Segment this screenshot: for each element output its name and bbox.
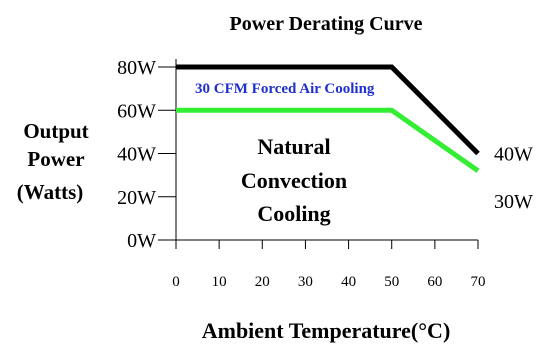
x-tick-label: 30 (298, 274, 313, 290)
y-tick-label: 20W (117, 187, 156, 209)
series-end-label: 40W (494, 144, 533, 166)
series-lines (176, 64, 480, 173)
series-end-label: 30W (494, 191, 533, 213)
axes: 0W 20W 40W 60W 80W 0 10 20 30 40 50 60 70 (117, 57, 485, 290)
chart-title: Power Derating Curve (230, 13, 423, 35)
x-tick-label: 60 (427, 274, 442, 290)
x-axis-label: Ambient Temperature(°C) (202, 318, 451, 343)
y-axis-label-line-2: Power (27, 147, 84, 171)
natural-convection-label-line: Convection (241, 168, 347, 193)
y-tick-label: 60W (117, 100, 156, 122)
series-line-natural-convection (176, 107, 480, 173)
y-tick-label: 80W (117, 57, 156, 79)
x-tick-label: 40 (341, 274, 356, 290)
x-tick-label: 10 (212, 274, 227, 290)
y-axis-label-line-1: Output (23, 119, 88, 143)
series-line-forced-air (176, 64, 480, 156)
chart-annotations: 40W 30W 30 CFM Forced Air Cooling Natural Co… (195, 81, 533, 226)
y-tick-label: 40W (117, 144, 156, 166)
x-tick-label: 70 (471, 274, 486, 290)
x-tick-label: 50 (384, 274, 399, 290)
y-axis-label-line-3: (Watts) (17, 180, 84, 204)
forced-air-cooling-label: 30 CFM Forced Air Cooling (195, 81, 375, 97)
natural-convection-label-line: Cooling (257, 201, 330, 226)
y-tick-label: 0W (127, 230, 156, 252)
natural-convection-label-line: Natural (257, 134, 330, 159)
x-tick-label: 0 (172, 274, 180, 290)
x-tick-label: 20 (255, 274, 270, 290)
